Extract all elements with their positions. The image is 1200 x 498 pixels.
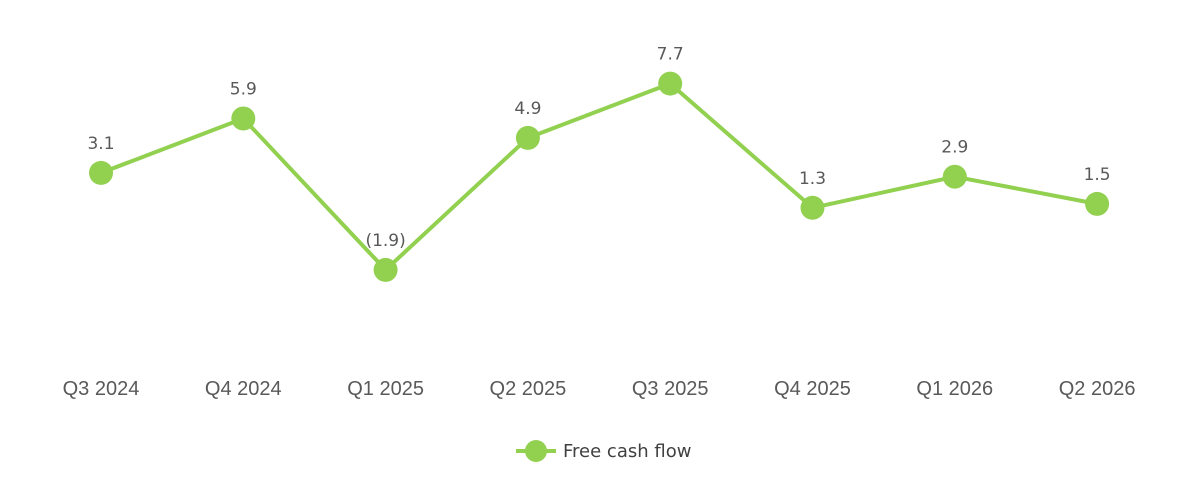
x-tick-label: Q3 2024 [63, 378, 140, 400]
x-tick-label: Q3 2025 [632, 378, 709, 400]
data-label: 7.7 [657, 45, 684, 65]
data-label: 2.9 [941, 138, 968, 158]
data-label: 1.5 [1084, 165, 1111, 185]
points-layer [89, 71, 1110, 282]
data-point [800, 195, 825, 220]
data-point [1085, 191, 1110, 216]
data-point [515, 125, 540, 150]
legend-label: Free cash flow [563, 441, 691, 462]
data-point [89, 160, 113, 185]
x-tick-label: Q2 2026 [1059, 378, 1136, 400]
x-tick-label: Q4 2025 [774, 378, 851, 400]
data-point [658, 71, 683, 96]
data-label: 5.9 [230, 80, 257, 100]
data-label: 1.3 [799, 169, 826, 189]
x-tick-label: Q1 2025 [347, 378, 424, 400]
data-point [373, 257, 398, 282]
data-label: 3.1 [87, 134, 114, 154]
series-layer [100, 81, 1098, 272]
x-tick-label: Q1 2026 [916, 378, 993, 400]
data-point [231, 106, 256, 131]
data-label: (1.9) [365, 231, 405, 251]
x-axis-tick-labels: Q3 2024 Q4 2024 Q1 2025 Q2 2025 Q3 2025 Q4 20… [63, 378, 1136, 400]
data-label: 4.9 [514, 99, 541, 119]
data-labels: 3.1 5.9 (1.9) 4.9 7.7 1.3 2.9 1.5 [87, 45, 1110, 251]
x-tick-label: Q2 2025 [490, 378, 567, 400]
x-tick-label: Q4 2024 [205, 378, 282, 400]
series-line-free-cash-flow [100, 81, 1098, 272]
legend: Free cash flow [516, 440, 691, 462]
legend-marker [525, 440, 547, 462]
data-point [942, 164, 967, 189]
